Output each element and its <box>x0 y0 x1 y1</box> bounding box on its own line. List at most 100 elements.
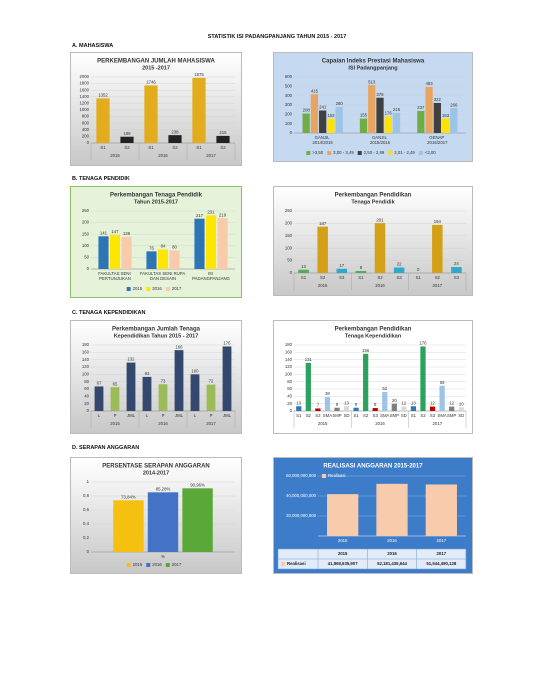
data-label: 238 <box>171 129 179 134</box>
bar <box>216 135 230 143</box>
y-tick-label: 0,4 <box>83 521 90 526</box>
data-label: 493 <box>425 81 433 86</box>
data-label: 415 <box>311 88 319 93</box>
y-tick-label: 0 <box>290 130 293 135</box>
bar <box>168 135 182 143</box>
y-tick-label: 140 <box>285 357 293 362</box>
table-cell: 41,868,635,907 <box>328 561 358 566</box>
x-tick-label: SMA <box>437 413 446 418</box>
bar <box>142 376 152 411</box>
y-tick-label: 1800 <box>79 81 89 86</box>
data-label: 147 <box>111 229 119 234</box>
bar <box>392 112 401 133</box>
x-tick-label: S2 <box>172 145 178 150</box>
chart-panel: Perkembangan Pendidikan Tenaga Kependidik… <box>273 320 473 434</box>
chart-panel: Perkembangan Tenaga Pendidik Tahun 2015-2… <box>70 186 242 298</box>
y-tick-label: 160 <box>82 349 90 354</box>
y-tick-label: 120 <box>285 364 293 369</box>
bar <box>441 118 450 133</box>
data-label: 219 <box>219 212 227 217</box>
legend-label: Realisasi <box>328 473 345 478</box>
y-tick-label: 0 <box>87 266 90 271</box>
legend-swatch <box>357 151 362 155</box>
chart-title: PERKEMBANGAN JUMLAH MAHASISWA <box>97 59 215 65</box>
data-label: 65 <box>113 381 118 386</box>
chart-panel: PERSENTASE SERAPAN ANGGARAN 2014-2017 0 0,2… <box>70 457 242 574</box>
bar <box>217 218 228 269</box>
page-title: STATISTIK ISI PADANGPANJANG TAHUN 2015 -… <box>207 34 347 40</box>
data-label: 208 <box>303 108 311 113</box>
label-line: PERTUNJUKAN <box>99 276 131 281</box>
y-tick-label: 0 <box>87 140 90 145</box>
y-tick-label: 1 <box>87 479 90 484</box>
x-tick-label: SD <box>401 413 407 418</box>
x-tick-label: S3 <box>454 275 460 280</box>
data-label: 80 <box>172 245 177 250</box>
bar <box>327 494 359 536</box>
legend-swatch <box>327 151 332 155</box>
data-label: 153 <box>327 113 335 118</box>
group-label: 2015 <box>318 283 328 288</box>
data-label: 153 <box>442 113 450 118</box>
y-tick-label: 0,6 <box>83 507 90 512</box>
table-cell: 51,544,490,128 <box>426 561 456 566</box>
x-tick-label: S3 <box>396 275 402 280</box>
bar <box>336 268 348 273</box>
data-label: 280 <box>336 101 344 106</box>
data-label: 100 <box>191 368 199 373</box>
data-label: 12 <box>430 401 435 406</box>
y-tick-label: 600 <box>82 120 90 125</box>
group-label: 2016 <box>158 153 168 158</box>
data-label: 231 <box>207 210 215 215</box>
legend: 2015 2016 2017 <box>126 286 182 291</box>
table-row-label: Realisasi <box>287 561 306 566</box>
y-tick-label: 0,8 <box>83 493 90 498</box>
bar <box>393 267 405 273</box>
legend: >3,50 3,00 - 3,49 2,50 - 2,89 2,01 - 2,49 <2… <box>306 150 436 155</box>
y-tick-label: 200 <box>285 111 293 116</box>
y-tick-label: 200 <box>82 134 90 139</box>
legend-label: 2017 <box>172 286 182 291</box>
x-tick-label: SMP <box>390 413 399 418</box>
legend-swatch <box>322 474 326 478</box>
bar <box>146 251 157 269</box>
table-header: 2017 <box>437 551 447 556</box>
data-label: 10 <box>459 401 464 406</box>
bar <box>120 136 134 143</box>
y-tick-label: 0,2 <box>83 535 90 540</box>
group-label: 2015 <box>110 421 120 426</box>
chart-title: Capaian Indeks Prestasi Mahasiswa <box>322 59 425 65</box>
y-tick-label: 40 <box>84 393 89 398</box>
data-label: 7 <box>317 403 320 408</box>
x-tick-label: S1 <box>100 145 106 150</box>
bar <box>376 97 384 133</box>
bar <box>194 218 205 269</box>
y-tick-label: 200 <box>285 221 293 226</box>
y-tick-label: 40,000,000,000 <box>286 493 316 498</box>
bar <box>363 353 369 411</box>
x-tick-label: SD <box>458 413 464 418</box>
data-label: 1975 <box>194 72 204 77</box>
bar <box>147 492 179 552</box>
bar <box>205 215 217 269</box>
x-tick-label: SMA <box>380 413 389 418</box>
label-line: ISI <box>208 271 214 276</box>
section-heading: A. MAHASISWA <box>72 43 114 49</box>
data-label: 266 <box>450 102 458 107</box>
chart-panel: Capaian Indeks Prestasi Mahasiswa ISI Pad… <box>273 52 473 162</box>
x-tick-label: FAKULTAS SENI PERTUNJUKAN <box>98 271 132 281</box>
y-tick-label: 800 <box>82 114 90 119</box>
bar <box>121 236 132 269</box>
section-heading: D. SERAPAN ANGGARAN <box>72 445 140 451</box>
x-tick-label: SMA <box>323 413 332 418</box>
bar <box>169 250 180 269</box>
bar <box>353 407 359 411</box>
legend-label: 2015 <box>133 562 143 567</box>
x-tick-label: S1 <box>148 145 154 150</box>
x-tick-label: L <box>194 413 197 418</box>
chart-panel: REALISASI ANGGARAN 2015-2017 20,000,000,0… <box>273 457 473 574</box>
label-line: FAKULTAS SENI RUPA <box>140 271 186 276</box>
